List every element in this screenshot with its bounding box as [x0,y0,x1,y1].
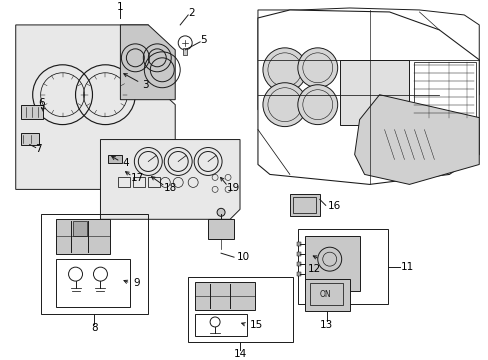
Text: 17: 17 [130,174,143,184]
Text: 16: 16 [327,201,341,211]
Text: 3: 3 [142,80,148,90]
Bar [309,283,342,305]
Text: 19: 19 [226,183,239,193]
Text: 2: 2 [187,8,194,18]
Polygon shape [120,25,175,100]
Bar [296,252,300,256]
Text: 10: 10 [236,252,249,262]
Bar [56,219,110,254]
Text: ON: ON [319,289,331,298]
Text: 6: 6 [38,98,45,108]
Text: 14: 14 [233,349,246,359]
Text: 7: 7 [35,144,42,153]
Text: 13: 13 [320,320,333,330]
Bar [195,314,246,336]
Circle shape [297,85,337,125]
Bar [183,48,187,55]
Bar [148,177,160,188]
Bar [56,259,130,307]
Bar [133,177,145,188]
Bar [304,236,359,291]
Text: 8: 8 [91,323,98,333]
Polygon shape [258,8,478,130]
Bar [72,221,86,236]
Bar [188,277,292,342]
Text: 11: 11 [400,262,413,272]
Bar [118,177,130,188]
Circle shape [263,48,306,92]
Polygon shape [100,140,240,219]
Text: 12: 12 [307,264,321,274]
Circle shape [263,83,306,127]
Bar [41,214,148,314]
Bar [414,62,475,120]
Bar [289,194,319,216]
Bar [195,282,254,310]
Text: 4: 4 [122,158,128,168]
Bar [296,262,300,266]
Text: 15: 15 [249,320,262,330]
Polygon shape [258,10,478,184]
Text: 5: 5 [200,35,206,45]
Bar [296,272,300,276]
Text: 9: 9 [133,278,140,288]
Bar [304,279,349,311]
Text: 18: 18 [163,183,177,193]
Bar [20,132,39,144]
Bar [296,242,300,246]
Bar [20,105,42,118]
Bar [292,197,315,213]
Circle shape [297,48,337,88]
Polygon shape [354,95,478,184]
Bar [297,229,387,304]
Bar [208,219,234,239]
Circle shape [217,208,224,216]
Polygon shape [16,25,175,189]
Bar [108,154,122,163]
Text: 1: 1 [117,2,123,12]
Bar [339,60,408,125]
